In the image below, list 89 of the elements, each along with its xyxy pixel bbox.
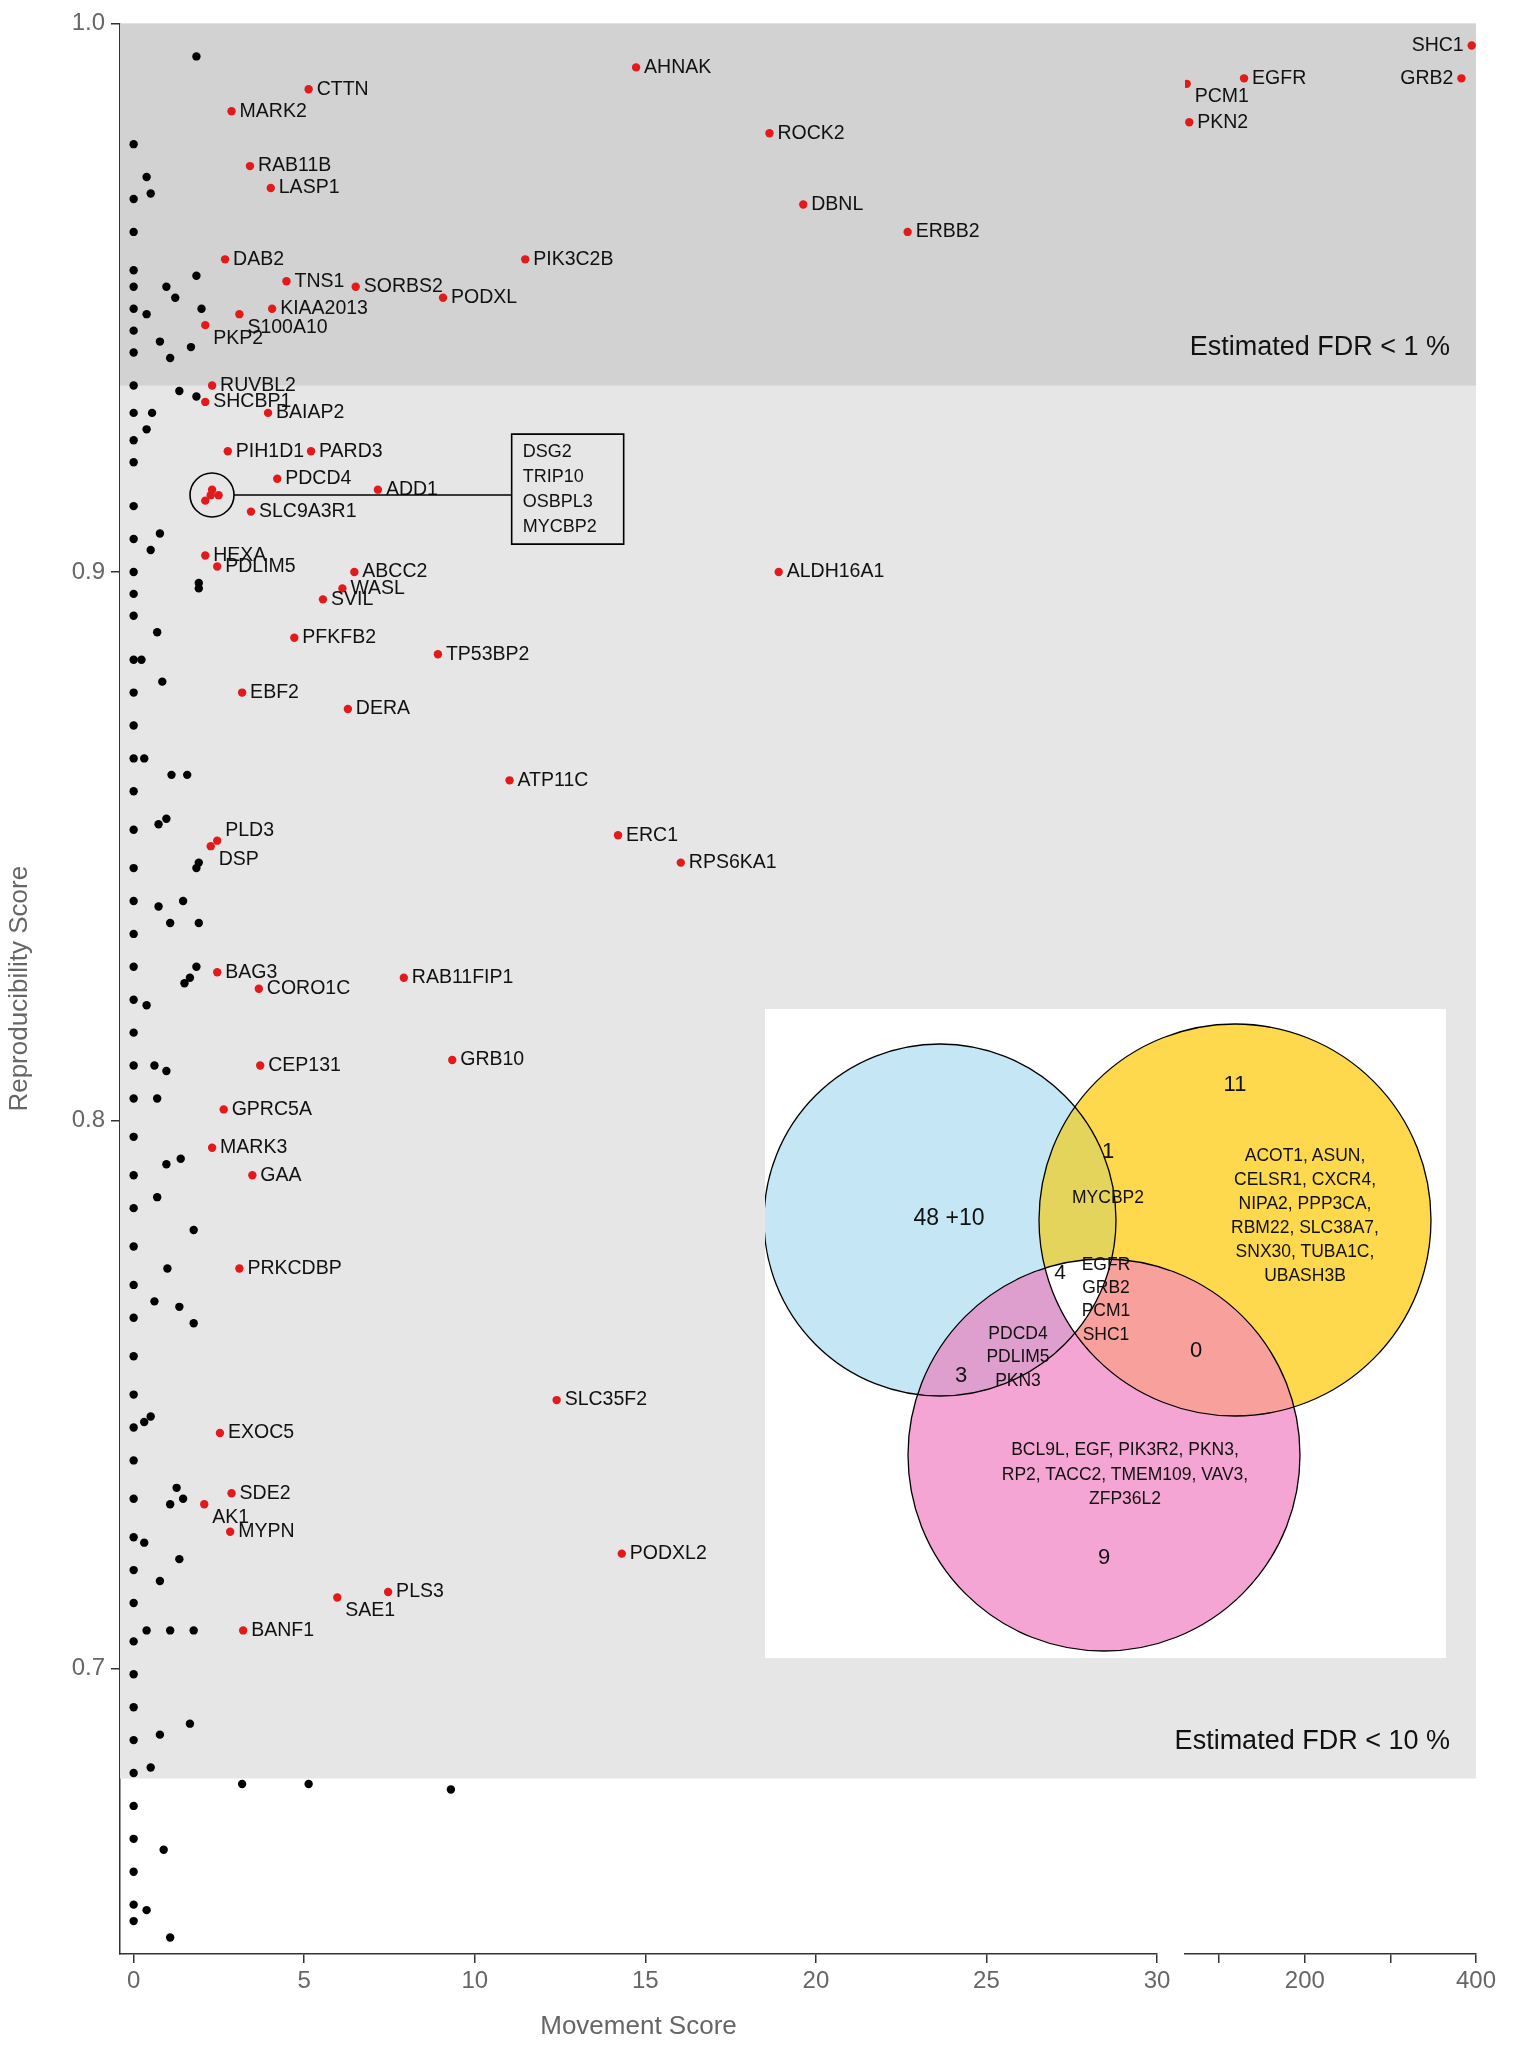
data-label: GAA <box>260 1162 302 1185</box>
point <box>1467 41 1476 50</box>
annotation: 48 +10 <box>913 1204 985 1231</box>
data-label: GRB2 <box>1400 65 1454 88</box>
x-tick-label: 0 <box>126 1966 141 1994</box>
data-label: GPRC5A <box>231 1096 312 1119</box>
annotation: ACOT1, ASUN, <box>1244 1144 1366 1165</box>
point <box>1457 74 1466 83</box>
data-label: ATP11C <box>517 767 589 790</box>
annotation: UBASH3B <box>1264 1264 1346 1285</box>
x-tick-label: 10 <box>461 1966 489 1994</box>
x-tick-label: 15 <box>631 1966 659 1994</box>
data-label: CTTN <box>316 76 369 99</box>
data-label: SLC35F2 <box>564 1387 648 1410</box>
x-tick-label: 30 <box>1143 1966 1171 1994</box>
annotation: 9 <box>1097 1543 1111 1569</box>
data-label: EGFR <box>1252 65 1307 88</box>
data-label: PIK3C2B <box>533 246 614 269</box>
y-tick-label: 0.7 <box>71 1653 105 1681</box>
data-label: TNS1 <box>294 268 345 291</box>
data-label: SLC9A3R1 <box>258 498 357 521</box>
annotation: PDLIM5 <box>986 1345 1050 1366</box>
data-label: BANF1 <box>251 1617 314 1640</box>
annotation: ZFP36L2 <box>1089 1487 1161 1508</box>
data-label: PLD3 <box>225 818 274 841</box>
y-tick-label: 0.8 <box>71 1105 105 1132</box>
data-label: ERC1 <box>626 822 679 845</box>
data-label: PLS3 <box>396 1579 444 1602</box>
x-tick-label: 400 <box>1455 1966 1496 1994</box>
data-label: PARD3 <box>319 438 383 461</box>
y-axis-title: Reproducibility Score <box>2 865 33 1112</box>
data-label: DAB2 <box>233 246 285 269</box>
data-label: MARK2 <box>239 98 307 121</box>
annotation: CELSR1, CXCR4, <box>1234 1168 1376 1189</box>
data-label: GRB10 <box>460 1047 525 1070</box>
x-tick-label: 5 <box>297 1966 311 1994</box>
data-label: PRKCDBP <box>247 1255 342 1278</box>
data-label: PODXL <box>451 285 518 308</box>
data-label: TP53BP2 <box>445 641 530 664</box>
x-tick-label: 20 <box>802 1966 830 1994</box>
data-label: DERA <box>355 696 411 719</box>
annotation: RBM22, SLC38A7, <box>1231 1216 1379 1237</box>
x-tick-label: 25 <box>973 1966 1000 1994</box>
data-label: SHC1 <box>1411 32 1464 55</box>
y-tick-label: 0.9 <box>71 556 105 584</box>
y-tick-label: 1.0 <box>71 8 105 36</box>
data-label: RAB11FIP1 <box>411 965 514 988</box>
point <box>1185 118 1194 127</box>
annotation: 11 <box>1223 1070 1247 1096</box>
data-label: AHNAK <box>644 54 712 77</box>
data-label: PKN2 <box>1197 109 1249 132</box>
x-tick-label: 200 <box>1284 1966 1325 1994</box>
annotation: 1 <box>1101 1137 1115 1163</box>
annotation: RP2, TACC2, TMEM109, VAV3, <box>1001 1463 1249 1484</box>
annotation: BCL9L, EGF, PIK3R2, PKN3, <box>1011 1438 1239 1459</box>
band-label: Estimated FDR < 10 % <box>1174 1724 1450 1755</box>
data-label: SDE2 <box>239 1480 291 1503</box>
annotation: NIPA2, PPP3CA, <box>1238 1192 1372 1213</box>
data-label: EXOC5 <box>227 1420 295 1443</box>
data-label: MARK3 <box>220 1135 288 1158</box>
data-label: PFKFB2 <box>302 625 376 648</box>
data-label: EBF2 <box>250 679 299 702</box>
data-label: KIAA2013 <box>280 296 368 319</box>
annotation: 3 <box>954 1361 968 1387</box>
data-label: PCM1 <box>1194 84 1249 107</box>
data-label: RPS6KA1 <box>688 849 777 872</box>
data-label: DSP <box>218 846 259 869</box>
data-label: DBNL <box>811 191 864 214</box>
data-label: PODXL2 <box>629 1541 707 1564</box>
annotation: SHC1 <box>1082 1323 1130 1344</box>
band-label: Estimated FDR < 1 % <box>1189 331 1450 362</box>
annotation: PDCD4 <box>988 1322 1048 1343</box>
annotation: 0 <box>1189 1336 1203 1362</box>
data-label: PDCD4 <box>285 466 352 489</box>
data-label: ROCK2 <box>777 120 845 143</box>
data-label: CEP131 <box>268 1052 341 1075</box>
data-label: PIH1D1 <box>235 438 305 461</box>
data-label: ERBB2 <box>915 219 980 242</box>
annotation: DSG2 TRIP10 OSBPL3 MYCBP2 <box>522 441 597 537</box>
data-label: SORBS2 <box>363 274 443 297</box>
annotation: SNX30, TUBA1C, <box>1235 1240 1375 1261</box>
data-label: LASP1 <box>278 175 340 198</box>
annotation: 4 <box>1054 1259 1067 1283</box>
x-axis-title: Movement Score <box>540 2009 737 2040</box>
data-label: SAE1 <box>345 1597 396 1620</box>
point <box>1239 74 1249 83</box>
data-label: RAB11B <box>257 153 332 176</box>
data-label: ADD1 <box>385 477 438 500</box>
data-label: ALDH16A1 <box>786 559 885 582</box>
